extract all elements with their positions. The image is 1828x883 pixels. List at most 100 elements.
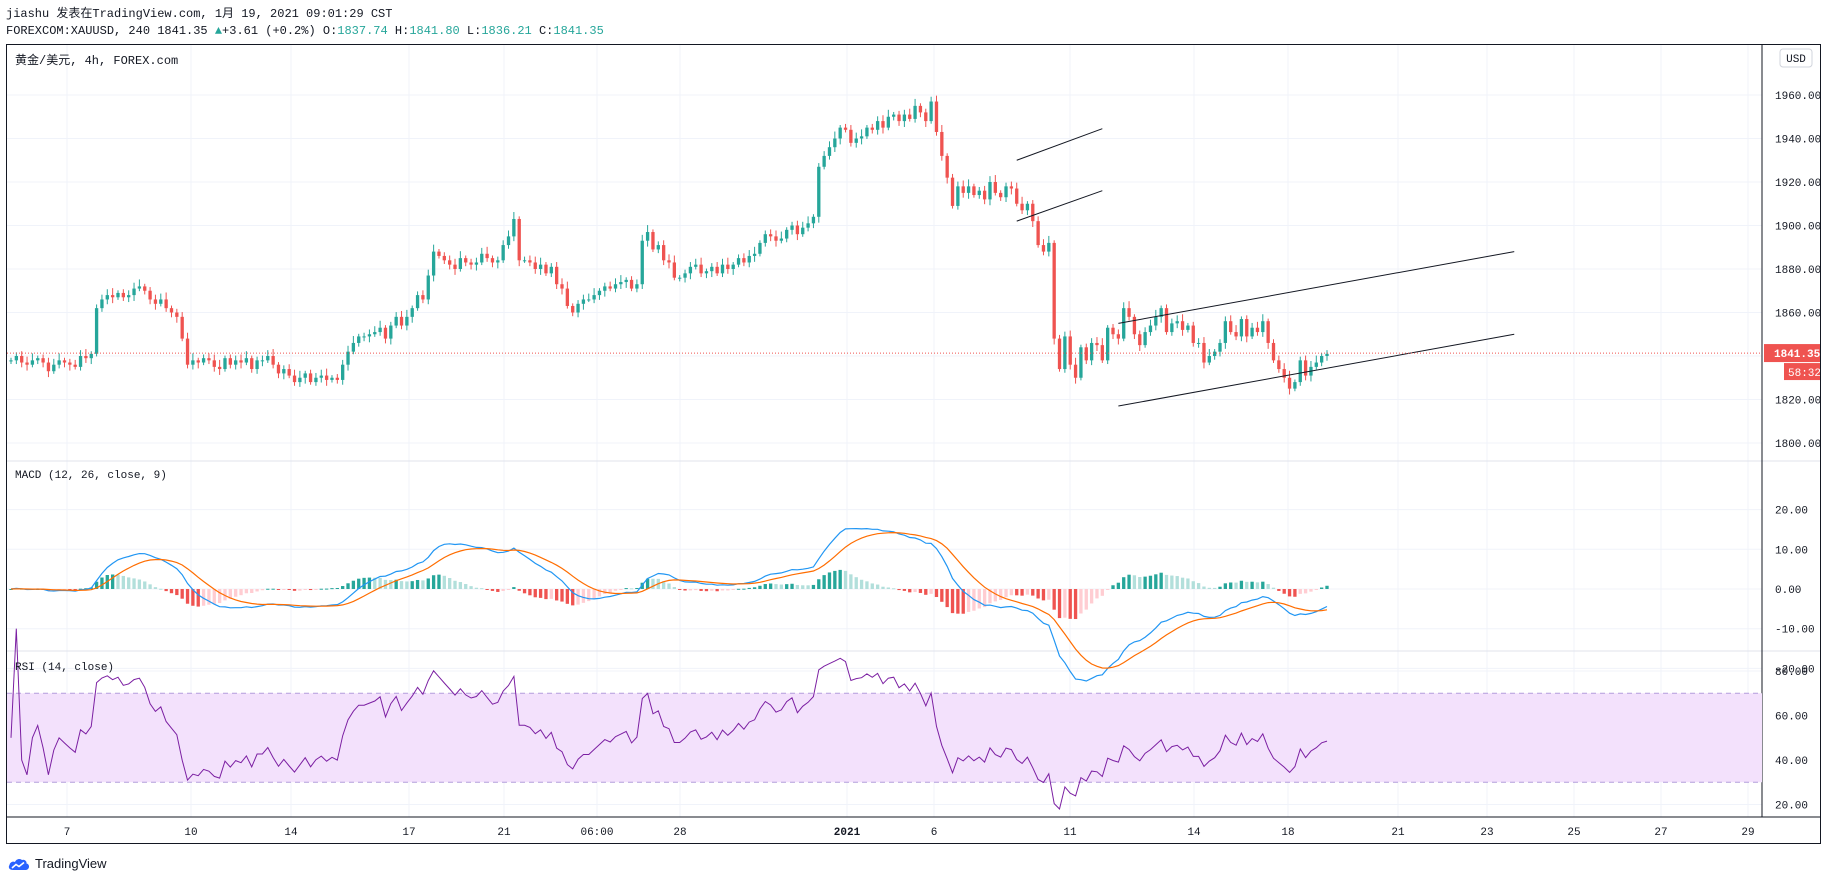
candle [362,336,366,338]
macd-histogram-bar [961,589,965,614]
time-tick-label: 10 [184,827,197,839]
macd-histogram-bar [795,584,800,589]
macd-histogram-bar [480,588,484,590]
rsi-pane-title: RSI (14, close) [15,662,114,674]
macd-histogram-bar [1020,589,1024,596]
candle [785,229,789,239]
candle [736,258,741,265]
macd-histogram-bar [78,588,83,590]
candle [966,186,971,193]
candle [415,295,420,309]
macd-histogram-bar [1100,589,1104,596]
macd-histogram-bar [378,577,382,589]
macd-histogram-bar [394,579,398,589]
macd-histogram-bar [68,589,72,590]
rsi-band [7,693,1762,783]
candle [330,377,334,380]
macd-histogram-bar [319,588,323,590]
candle [822,155,826,167]
macd-histogram-bar [1079,589,1083,614]
candle [961,186,965,193]
candle [89,353,93,359]
candle [421,295,425,300]
macd-histogram-bar [966,589,971,612]
macd-histogram-bar [127,577,131,589]
candle [266,356,270,361]
macd-histogram-bar [587,589,591,602]
macd-histogram-bar [736,588,741,590]
candle [790,225,794,230]
time-tick-label: 28 [673,827,686,839]
candle [945,155,949,178]
candle [1084,347,1088,361]
macd-histogram-bar [1132,575,1137,589]
candle [843,127,848,130]
rsi-line [10,628,1328,810]
chart-canvas[interactable]: 黄金/美元, 4h, FOREX.com MACD (12, 26, close,… [7,45,1821,843]
macd-histogram-bar [1170,575,1174,589]
candle [14,356,19,361]
candle [367,334,372,337]
macd-histogram-bar [207,589,211,605]
candle [806,223,810,228]
tradingview-logo[interactable]: TradingView [8,856,107,871]
open-label: O: [315,24,338,38]
candle [207,358,211,361]
candle [410,308,414,317]
macd-histogram-bar [1127,574,1131,589]
candle [779,238,783,241]
candle [1207,356,1211,363]
candle [688,266,693,274]
candle [287,369,291,376]
macd-histogram-bar [1266,584,1270,589]
candle [169,308,174,313]
candle [1148,325,1153,333]
time-tick-label: 21 [1391,827,1405,839]
macd-histogram-bar [287,589,291,590]
macd-histogram-bar [886,587,890,589]
macd-histogram-bar [758,585,762,589]
candle [993,182,997,193]
candle [351,342,356,352]
macd-histogram-bar [977,589,981,609]
price-tick-label: 1960.00 [1775,91,1820,103]
macd-histogram-bar [448,578,452,589]
macd-histogram-bar [560,589,564,602]
macd-histogram-bar [373,577,377,589]
candle [1063,336,1067,370]
macd-histogram-bar [1063,589,1067,618]
candle [752,253,757,256]
candle [683,273,687,278]
macd-histogram-bar [1154,574,1158,589]
macd-histogram-bar [902,589,907,591]
macd-histogram-bar [426,578,430,589]
candle [774,236,778,241]
macd-histogram-bar [351,580,356,589]
candle [918,105,923,113]
price-tick-label: 1880.00 [1775,265,1820,277]
candle [46,362,51,372]
candle [571,305,575,313]
macd-histogram-bar [271,588,275,590]
candle [276,364,281,374]
macd-histogram-bar [180,589,184,599]
macd-histogram-bar [571,589,575,606]
macd-tick-label: 0.00 [1775,585,1801,597]
macd-histogram-bar [314,589,318,590]
candle [453,264,457,269]
chart-frame[interactable]: 黄金/美元, 4h, FOREX.com MACD (12, 26, close,… [6,44,1821,844]
currency-button [1779,48,1813,68]
time-tick-label: 14 [1187,827,1201,839]
macd-histogram-bar [661,581,666,589]
time-tick-label: 18 [1281,827,1294,839]
candle [442,255,446,261]
macd-histogram-bar [223,589,227,601]
candle [1004,186,1008,198]
macd-tick-label: -10.00 [1775,625,1815,637]
candle [148,290,152,300]
time-tick-label: 14 [284,827,298,839]
candle [1170,323,1174,333]
macd-histogram-bar [212,589,216,604]
macd-histogram-bar [1180,577,1185,589]
candle [1020,203,1024,211]
